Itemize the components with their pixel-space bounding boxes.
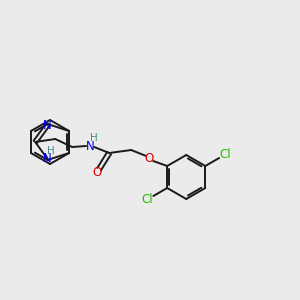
Text: H: H: [47, 146, 55, 156]
Text: Cl: Cl: [142, 193, 153, 206]
Text: H: H: [90, 133, 98, 143]
Text: O: O: [145, 152, 154, 164]
Text: O: O: [93, 167, 102, 179]
Text: N: N: [86, 140, 94, 152]
Text: N: N: [43, 119, 52, 132]
Text: Cl: Cl: [219, 148, 231, 161]
Text: N: N: [43, 152, 52, 165]
